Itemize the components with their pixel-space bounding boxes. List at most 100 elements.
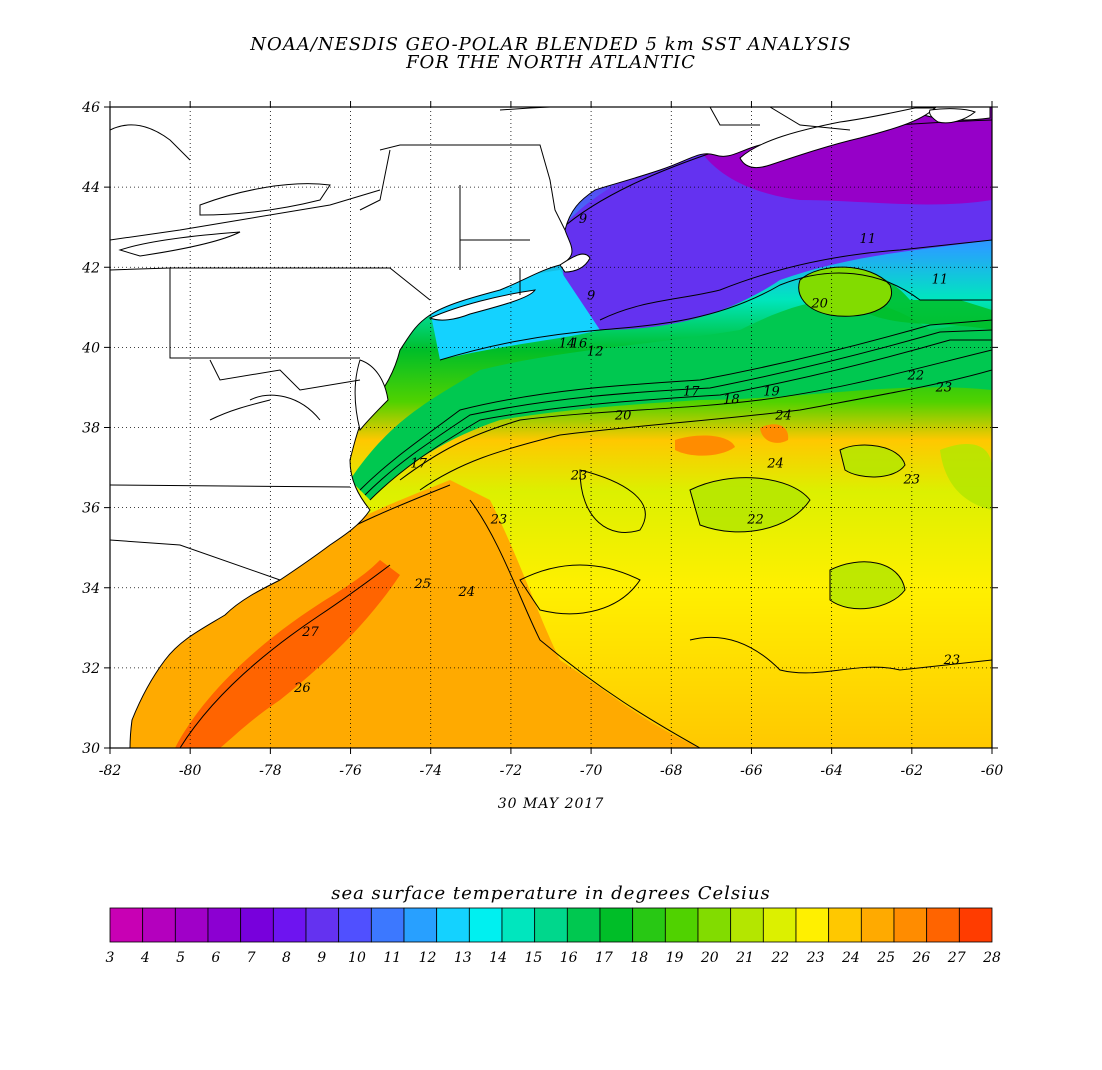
contour-label: 16	[571, 336, 588, 351]
cool-eddy-4	[940, 444, 992, 510]
colorbar-swatch	[762, 907, 797, 943]
contour-label: 18	[723, 392, 740, 407]
colorbar-swatch	[338, 907, 372, 943]
longitude-tick-labels: -82 -80 -78 -76 -74 -72 -70 -68 -66 -64 -62 -60	[99, 763, 1004, 779]
chart-subtitle: FOR THE NORTH ATLANTIC	[406, 52, 696, 73]
colorbar-swatch	[828, 907, 862, 943]
colorbar-swatch	[174, 907, 209, 943]
lon-tick-label: -76	[339, 763, 362, 779]
colorbar-label: 12	[419, 950, 437, 965]
axis-ticks	[104, 101, 998, 754]
lon-tick-label: -66	[740, 763, 763, 779]
lat-tick-label: 38	[82, 421, 100, 437]
contour-label: 23	[903, 473, 921, 488]
contour-label: 22	[746, 513, 764, 528]
lat-tick-label: 30	[82, 741, 100, 757]
cape-cod	[559, 253, 591, 273]
colorbar-label: 9	[317, 950, 326, 965]
colorbar-swatch	[272, 907, 307, 943]
contour-label: 9	[587, 288, 595, 303]
colorbar-label: 4	[140, 950, 150, 965]
colorbar-swatch	[566, 907, 601, 943]
contour-label: 20	[810, 296, 828, 311]
colorbar: 3 4 5 6 7 8 9 10 11 12 13 14 15 16 17 18 19 20 21 22 23 24 25 2…	[106, 907, 1001, 965]
political-boundaries	[110, 107, 851, 581]
colorbar-swatch	[958, 907, 993, 943]
warm-core-ring	[798, 267, 892, 317]
contour-label: 14	[559, 336, 576, 351]
cape-breton	[929, 108, 976, 124]
colorbar-label: 15	[524, 950, 542, 965]
colorbar-swatch	[860, 907, 895, 943]
colorbar-label: 16	[560, 950, 578, 965]
warm-eddy-1	[675, 435, 735, 456]
colorbar-swatch	[893, 907, 928, 943]
colorbar-label: 26	[912, 950, 931, 965]
colorbar-swatch	[599, 907, 634, 943]
colorbar-swatch	[632, 907, 666, 943]
colorbar-swatch	[795, 907, 830, 943]
delmarva-peninsula	[354, 359, 389, 432]
colorbar-label: 11	[383, 950, 401, 965]
isotherm-contours	[129, 119, 992, 748]
colorbar-labels: 3 4 5 6 7 8 9 10 11 12 13 14 15 16 17 18 19 20 21 22 23 24 25 2…	[106, 950, 1001, 965]
colorbar-label: 24	[841, 950, 860, 965]
colorbar-swatch	[436, 907, 470, 943]
contour-label: 26	[293, 681, 311, 696]
contour-label: 24	[774, 408, 792, 423]
colorbar-swatch	[534, 907, 568, 943]
lat-tick-label: 46	[81, 100, 100, 116]
contour-label: 11	[932, 272, 949, 287]
colorbar-label: 8	[282, 950, 291, 965]
cool-eddy-1	[840, 445, 905, 477]
colorbar-swatch	[109, 907, 144, 943]
colorbar-label: 7	[247, 950, 256, 965]
contour-label: 25	[413, 577, 431, 592]
contour-label: 17	[410, 457, 427, 472]
lon-tick-label: -82	[99, 763, 122, 779]
colorbar-label: 13	[454, 950, 472, 965]
lon-tick-label: -62	[901, 763, 924, 779]
colorbar-swatch	[403, 907, 438, 943]
colorbar-swatch	[926, 907, 960, 943]
lat-tick-label: 40	[81, 340, 100, 356]
cool-eddy-3	[830, 561, 905, 609]
colorbar-label: 19	[666, 950, 684, 965]
colorbar-label: 28	[982, 950, 1001, 965]
contour-label: 19	[763, 384, 780, 399]
lat-tick-label: 44	[81, 180, 100, 196]
lon-tick-label: -74	[419, 763, 442, 779]
colorbar-label: 10	[348, 950, 366, 965]
colorbar-swatch	[207, 907, 242, 943]
colorbar-label: 6	[211, 950, 220, 965]
warm-eddy-2	[760, 424, 789, 443]
lon-tick-label: -68	[660, 763, 683, 779]
contour-label: 12	[587, 344, 604, 359]
hottest-water-zone	[175, 560, 400, 748]
contour-label: 17	[683, 384, 700, 399]
colorbar-label: 22	[770, 950, 789, 965]
colorbar-swatch	[697, 907, 732, 943]
lon-tick-label: -60	[981, 763, 1004, 779]
colorbar-swatches	[109, 907, 993, 943]
map-panel	[110, 107, 992, 748]
latitude-tick-labels: 30 32 34 36 38 40 42 44 46	[81, 100, 100, 757]
lat-tick-label: 34	[82, 581, 100, 597]
analysis-date: 30 MAY 2017	[497, 796, 605, 812]
long-island	[428, 289, 536, 321]
contour-label: 23	[570, 469, 588, 484]
colorbar-label: 18	[630, 950, 648, 965]
chart-title: NOAA/NESDIS GEO-POLAR BLENDED 5 km SST A…	[250, 34, 852, 55]
contour-label: 24	[766, 457, 784, 472]
colorbar-swatch	[730, 907, 764, 943]
colorbar-label: 27	[947, 950, 966, 965]
lon-tick-label: -80	[179, 763, 202, 779]
contour-label: 23	[490, 513, 508, 528]
colorbar-label: 23	[806, 950, 825, 965]
colorbar-swatch	[664, 907, 699, 943]
colorbar-swatch	[468, 907, 503, 943]
contour-label: 23	[935, 380, 953, 395]
colorbar-label: 14	[489, 950, 507, 965]
